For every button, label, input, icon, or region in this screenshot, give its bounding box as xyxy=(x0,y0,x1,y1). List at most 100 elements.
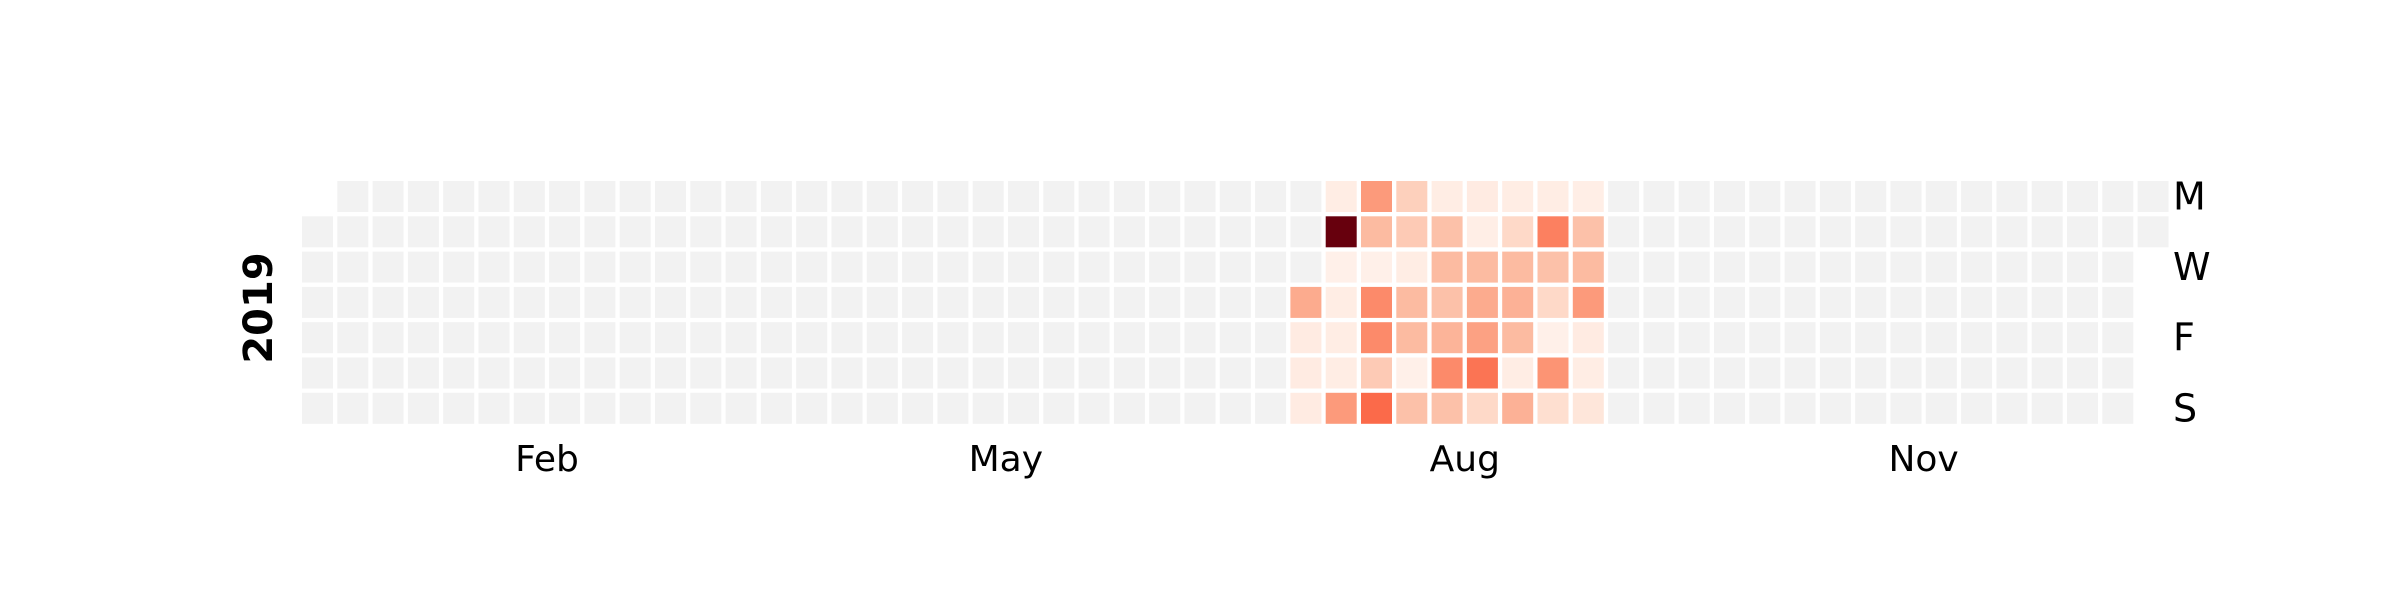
heatmap-cell xyxy=(1219,251,1251,283)
heatmap-cell xyxy=(1043,181,1075,212)
heatmap-cell xyxy=(1431,286,1463,318)
heatmap-cell xyxy=(1643,181,1675,212)
heatmap-cell xyxy=(655,322,686,354)
month-label: May xyxy=(969,439,1043,480)
heatmap-cell xyxy=(1925,322,1957,354)
heatmap-cell xyxy=(655,216,686,248)
heatmap-cell xyxy=(2031,181,2063,212)
heatmap-cell xyxy=(1290,251,1322,283)
heatmap-cell xyxy=(1996,322,2028,354)
heatmap-cell xyxy=(1784,286,1816,318)
heatmap-cell xyxy=(372,322,404,354)
heatmap-cell xyxy=(1608,251,1640,283)
heatmap-cell xyxy=(549,392,581,424)
heatmap-cell xyxy=(1678,286,1710,318)
heatmap-cell xyxy=(1219,392,1251,424)
heatmap-cell xyxy=(1255,357,1287,389)
heatmap-cell xyxy=(1714,286,1745,318)
heatmap-cell xyxy=(1502,286,1534,318)
heatmap-cell xyxy=(1325,251,1357,283)
heatmap-cell xyxy=(1961,181,1993,212)
heatmap-cell xyxy=(1149,322,1181,354)
heatmap-cell xyxy=(1043,251,1075,283)
heatmap-cell xyxy=(619,181,651,212)
heatmap-cell xyxy=(1890,286,1922,318)
heatmap-cell xyxy=(796,181,828,212)
heatmap-cell xyxy=(1819,286,1851,318)
heatmap-cell xyxy=(725,392,757,424)
heatmap-cell xyxy=(372,216,404,248)
heatmap-cell xyxy=(513,286,545,318)
heatmap-cell xyxy=(1608,216,1640,248)
heatmap-cell xyxy=(549,357,581,389)
heatmap-cell xyxy=(1678,392,1710,424)
heatmap-cell xyxy=(725,286,757,318)
heatmap-cell xyxy=(1043,357,1075,389)
heatmap-cell xyxy=(1113,322,1145,354)
heatmap-cell xyxy=(1149,216,1181,248)
heatmap-cell xyxy=(478,392,510,424)
heatmap-cell xyxy=(549,251,581,283)
heatmap-cell xyxy=(1255,181,1287,212)
heatmap-cell xyxy=(831,357,863,389)
heatmap-cell xyxy=(1643,286,1675,318)
heatmap-cell xyxy=(1678,357,1710,389)
heatmap-cell xyxy=(1290,216,1322,248)
heatmap-cell xyxy=(1855,322,1887,354)
heatmap-cell xyxy=(513,392,545,424)
heatmap-cell xyxy=(2067,286,2098,318)
heatmap-cell xyxy=(1219,216,1251,248)
heatmap-cell xyxy=(407,322,439,354)
heatmap-cell xyxy=(372,181,404,212)
heatmap-cell xyxy=(902,392,934,424)
heatmap-cell xyxy=(796,286,828,318)
heatmap-cell xyxy=(1643,392,1675,424)
heatmap-cell xyxy=(1184,251,1216,283)
heatmap-cell xyxy=(372,286,404,318)
heatmap-cell xyxy=(1043,392,1075,424)
heatmap-cell xyxy=(1290,181,1322,212)
heatmap-cell xyxy=(1537,216,1569,248)
heatmap-cell xyxy=(1572,392,1604,424)
heatmap-cell xyxy=(1819,181,1851,212)
heatmap-cell xyxy=(690,251,722,283)
heatmap-cell xyxy=(1714,251,1745,283)
heatmap-cell xyxy=(619,251,651,283)
heatmap-cell xyxy=(866,251,898,283)
heatmap-cell xyxy=(902,216,934,248)
heatmap-cell xyxy=(478,181,510,212)
heatmap-cell xyxy=(1784,357,1816,389)
heatmap-cell xyxy=(1078,216,1110,248)
heatmap-cell xyxy=(1749,322,1781,354)
heatmap-cell xyxy=(1149,392,1181,424)
heatmap-cell xyxy=(1325,322,1357,354)
heatmap-cell xyxy=(725,181,757,212)
heatmap-cell xyxy=(2031,392,2063,424)
heatmap-cell xyxy=(1396,392,1428,424)
heatmap-cell xyxy=(1219,322,1251,354)
heatmap-cell xyxy=(831,286,863,318)
heatmap-cell xyxy=(866,181,898,212)
heatmap-cell xyxy=(1396,357,1428,389)
heatmap-cell xyxy=(513,357,545,389)
heatmap-cell xyxy=(407,251,439,283)
heatmap-cell xyxy=(443,216,475,248)
heatmap-cell xyxy=(937,286,969,318)
heatmap-cell xyxy=(866,392,898,424)
heatmap-cell xyxy=(1149,181,1181,212)
heatmap-cell xyxy=(1043,322,1075,354)
heatmap-cell xyxy=(1819,216,1851,248)
heatmap-cell xyxy=(337,251,369,283)
heatmap-cell xyxy=(337,322,369,354)
heatmap-cell xyxy=(1361,216,1392,248)
heatmap-cell xyxy=(1996,216,2028,248)
heatmap-cell xyxy=(902,251,934,283)
heatmap-cell xyxy=(1255,251,1287,283)
heatmap-cell xyxy=(372,357,404,389)
heatmap-cell xyxy=(1749,286,1781,318)
heatmap-cell xyxy=(2031,322,2063,354)
heatmap-cell xyxy=(1078,181,1110,212)
heatmap-cell xyxy=(1431,322,1463,354)
heatmap-cell xyxy=(1043,216,1075,248)
